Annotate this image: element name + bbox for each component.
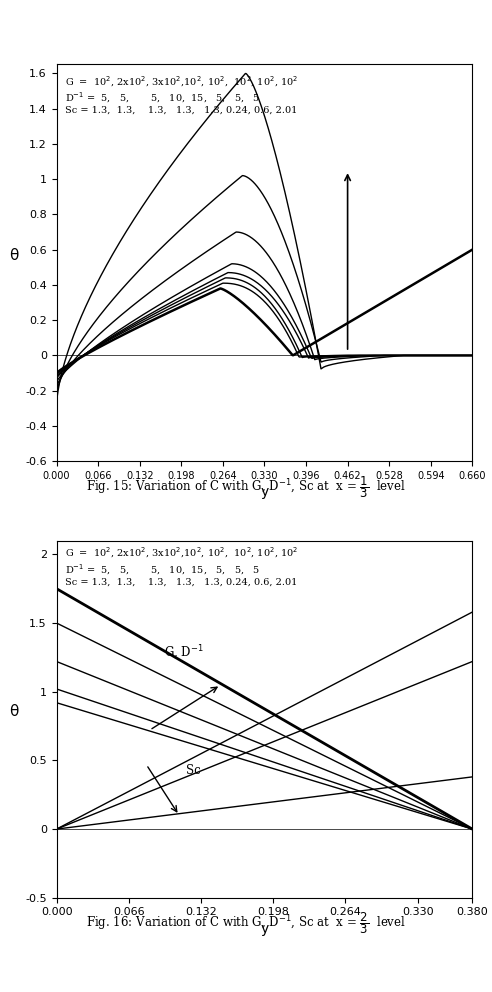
Text: D$^{-1}$ =  5,   5,       5,   10,  15,   5,   5,   5: D$^{-1}$ = 5, 5, 5, 10, 15, 5, 5, 5 <box>65 90 260 105</box>
Text: Fig. 16: Variation of C with G, D$^{-1}$, Sc at  x = $\dfrac{2}{3}$  level: Fig. 16: Variation of C with G, D$^{-1}$… <box>86 911 406 936</box>
Y-axis label: θ: θ <box>9 248 19 263</box>
Text: Sc = 1.3,  1.3,    1.3,   1.3,   1.3, 0.24, 0.6, 2.01: Sc = 1.3, 1.3, 1.3, 1.3, 1.3, 0.24, 0.6,… <box>65 578 297 587</box>
Text: Sc: Sc <box>185 764 200 777</box>
X-axis label: y: y <box>260 485 269 499</box>
Text: Sc = 1.3,  1.3,    1.3,   1.3,   1.3, 0.24, 0.6, 2.01: Sc = 1.3, 1.3, 1.3, 1.3, 1.3, 0.24, 0.6,… <box>65 106 297 115</box>
Y-axis label: θ: θ <box>9 704 19 719</box>
Text: D$^{-1}$ =  5,   5,       5,   10,  15,   5,   5,   5: D$^{-1}$ = 5, 5, 5, 10, 15, 5, 5, 5 <box>65 562 260 576</box>
Text: Fig. 15: Variation of C with G, D$^{-1}$, Sc at  x = $\dfrac{1}{3}$  level: Fig. 15: Variation of C with G, D$^{-1}$… <box>86 474 406 500</box>
X-axis label: y: y <box>260 922 269 935</box>
Text: G  =  10$^2$, 2x10$^2$, 3x10$^2$,10$^2$, 10$^2$,  10$^2$, 10$^2$, 10$^2$: G = 10$^2$, 2x10$^2$, 3x10$^2$,10$^2$, 1… <box>65 74 298 89</box>
Text: G  =  10$^2$, 2x10$^2$, 3x10$^2$,10$^2$, 10$^2$,  10$^2$, 10$^2$, 10$^2$: G = 10$^2$, 2x10$^2$, 3x10$^2$,10$^2$, 1… <box>65 546 298 560</box>
Text: G, D$^{-1}$: G, D$^{-1}$ <box>164 644 204 663</box>
